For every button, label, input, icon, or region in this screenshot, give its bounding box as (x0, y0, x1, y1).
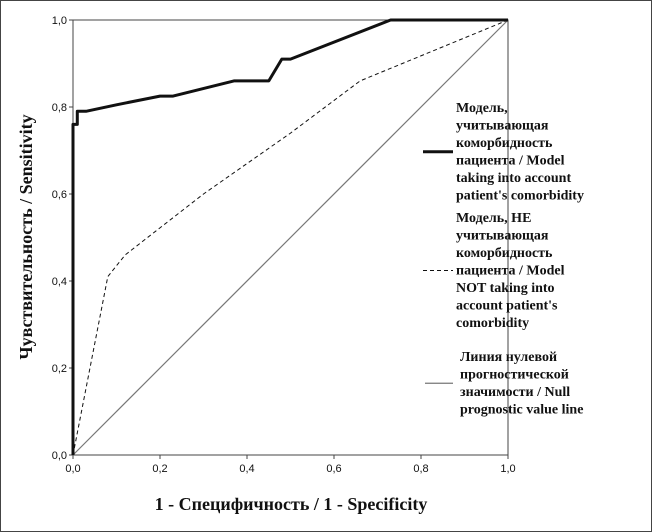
series-line-1 (72, 19, 509, 456)
legend-label-line: коморбидность (456, 246, 553, 261)
series-line-2 (72, 19, 509, 456)
legend-label-line: prognostic value line (460, 403, 583, 418)
x-tick-label: 1,0 (500, 463, 515, 475)
legend-label-line: Модель, (456, 101, 508, 116)
legend-label-line: Модель, НЕ (456, 211, 531, 226)
y-tick-label: 0,6 (52, 189, 67, 201)
legend: Модель, учитывающая коморбидность пациента … (423, 101, 584, 418)
y-axis-title: Чувствительность / Sensitivity (16, 114, 36, 359)
x-tick-label: 0,4 (239, 463, 254, 475)
x-axis-ticks: 0,0 0,2 0,4 0,6 0,8 1,0 (65, 455, 516, 475)
y-tick-label: 0,2 (52, 363, 67, 375)
legend-label-line: коморбидность (456, 136, 553, 151)
y-axis-ticks: 0,0 0,2 0,4 0,6 0,8 1,0 (52, 15, 73, 462)
x-tick-label: 0,8 (413, 463, 428, 475)
legend-label-line: comorbidity (456, 316, 529, 331)
y-tick-label: 0,0 (52, 450, 67, 462)
x-tick-label: 0,2 (152, 463, 167, 475)
x-tick-label: 0,0 (65, 463, 80, 475)
series-group (71, 18, 509, 456)
legend-label-line: NOT taking into (456, 281, 555, 296)
legend-label-line: taking into account (456, 171, 571, 186)
legend-label-line: Линия нулевой (460, 350, 557, 365)
legend-label-line: account patient's (456, 299, 558, 314)
legend-label-line: пациента / Model (456, 264, 565, 279)
legend-label-line: значимости / Null (460, 385, 570, 400)
y-tick-label: 1,0 (52, 15, 67, 27)
y-tick-label: 0,8 (52, 102, 67, 114)
y-tick-label: 0,4 (52, 276, 67, 288)
x-axis-title: 1 - Специфичность / 1 - Specificity (155, 494, 428, 514)
x-tick-label: 0,6 (326, 463, 341, 475)
legend-label-line: пациента / Model (456, 154, 565, 169)
legend-label-line: прогностической (460, 368, 569, 383)
legend-label-line: patient's comorbidity (456, 189, 584, 204)
legend-label-line: учитывающая (456, 229, 549, 244)
legend-label-line: учитывающая (456, 119, 549, 134)
series-line-0 (71, 18, 508, 455)
